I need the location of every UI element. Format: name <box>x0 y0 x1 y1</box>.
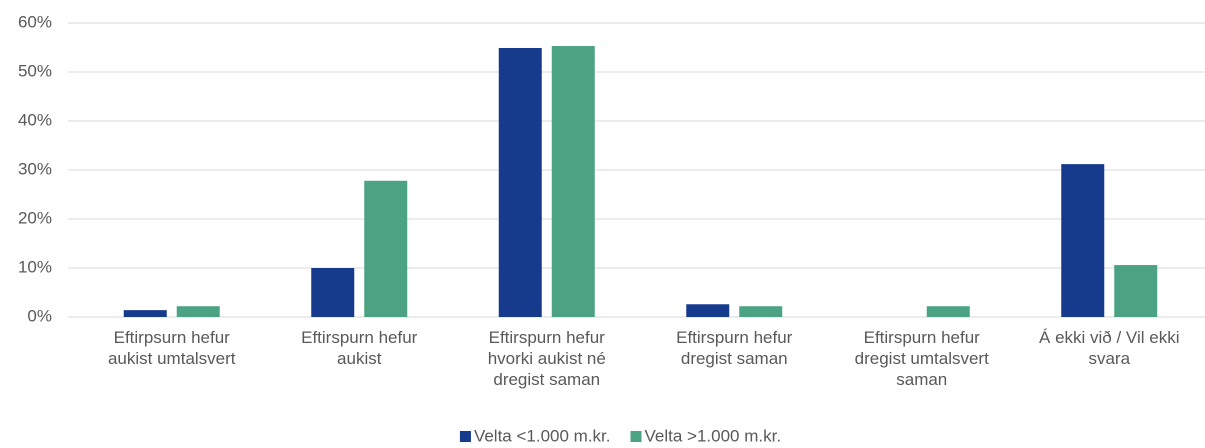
bar <box>364 180 408 317</box>
bar <box>498 47 542 318</box>
legend-label: Velta <1.000 m.kr. <box>474 426 611 445</box>
x-tick-label: Eftirspurn hefur dregist umtalsvert sama… <box>854 328 989 389</box>
bar <box>739 306 783 317</box>
bar <box>551 46 595 317</box>
x-tick-label: Eftirspurn hefur dregist saman <box>676 328 793 368</box>
bar <box>176 306 220 317</box>
bar <box>926 306 970 317</box>
bar <box>686 304 730 317</box>
x-tick-label: Eftirpsurn hefur aukist umtalsvert <box>107 328 236 368</box>
legend-swatch <box>459 431 471 442</box>
legend-label: Velta >1.000 m.kr. <box>645 426 782 445</box>
bar <box>1061 164 1105 317</box>
bar <box>311 268 355 317</box>
bar <box>123 310 167 317</box>
y-tick-label: 10% <box>18 257 52 276</box>
y-tick-label: 40% <box>18 110 52 129</box>
bar <box>1114 265 1158 317</box>
x-tick-label: Eftirspurn hefur hvorki aukist né dregis… <box>487 328 606 389</box>
y-tick-label: 60% <box>18 12 52 31</box>
x-tick-label: Eftirspurn hefur aukist <box>301 328 418 368</box>
y-tick-label: 30% <box>18 159 52 178</box>
y-tick-label: 20% <box>18 208 52 227</box>
legend-swatch <box>630 431 642 442</box>
y-tick-label: 50% <box>18 61 52 80</box>
y-tick-label: 0% <box>27 306 52 325</box>
x-tick-label: Á ekki við / Vil ekki svara <box>1039 328 1180 368</box>
